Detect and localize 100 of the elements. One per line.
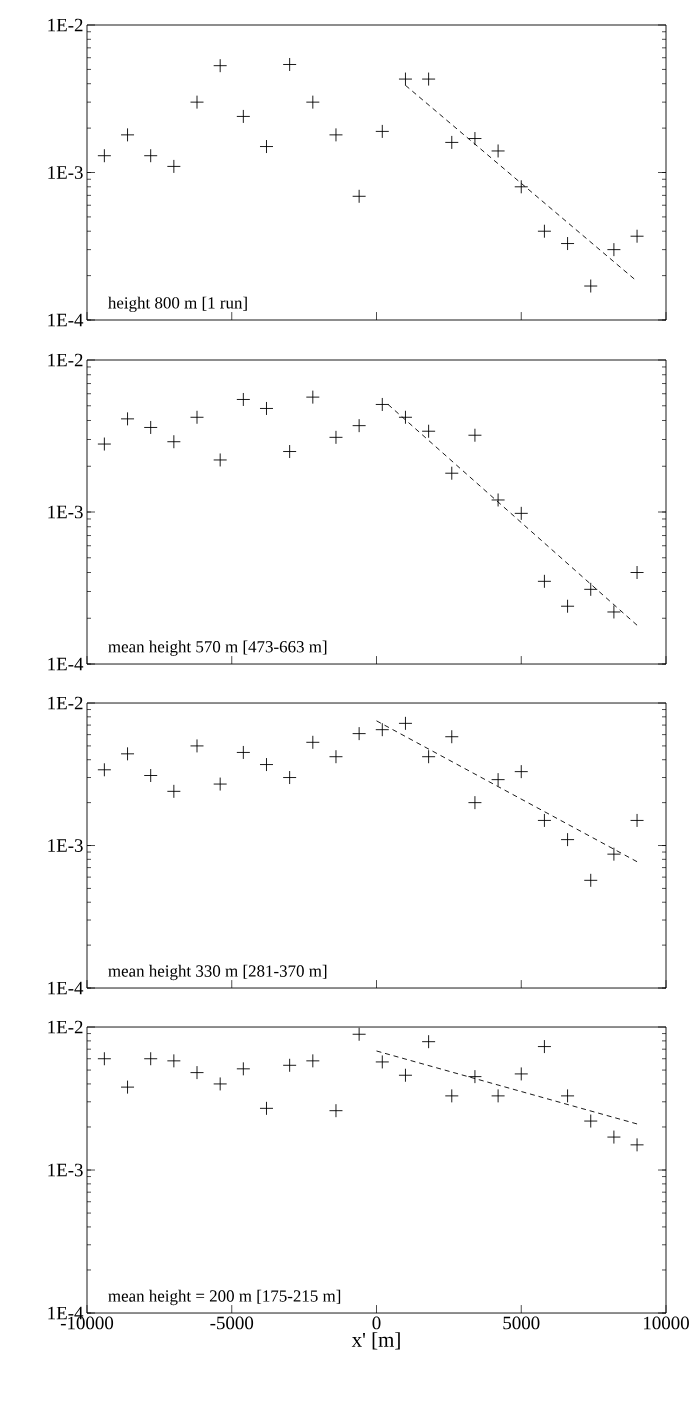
point xyxy=(444,135,459,150)
y-tick-label: 1E-3 xyxy=(48,839,83,852)
y-tick-label: 1E-4 xyxy=(48,313,84,327)
y-tick-label: 1E-4 xyxy=(48,657,84,671)
point xyxy=(537,1039,552,1054)
point xyxy=(606,605,621,619)
y-tick-label: 1E-2 xyxy=(48,696,83,710)
point xyxy=(305,735,320,750)
point xyxy=(421,72,436,87)
point xyxy=(537,813,552,828)
point xyxy=(190,95,204,110)
point xyxy=(329,1103,343,1118)
point xyxy=(583,582,598,597)
point xyxy=(583,279,598,293)
point xyxy=(398,1068,413,1083)
point xyxy=(143,768,158,783)
point xyxy=(352,726,367,741)
point xyxy=(213,1076,228,1091)
point xyxy=(97,1051,112,1066)
point xyxy=(190,1065,204,1080)
point xyxy=(467,1069,482,1084)
point xyxy=(166,159,181,174)
point xyxy=(560,599,575,614)
point xyxy=(352,1027,367,1042)
point xyxy=(166,434,181,449)
point xyxy=(444,466,459,481)
x-tick-label: -5000 xyxy=(210,1316,254,1330)
point xyxy=(467,131,482,146)
point xyxy=(329,430,343,445)
y-tick-label: 1E-3 xyxy=(48,1163,83,1177)
annotation: height 800 m [1 run] xyxy=(108,296,247,313)
point xyxy=(514,1066,529,1081)
y-tick-label: 1E-2 xyxy=(48,353,83,367)
y-tick-label: 1E-3 xyxy=(48,166,83,179)
point xyxy=(236,1061,251,1076)
point xyxy=(236,109,251,124)
point xyxy=(398,72,413,87)
point xyxy=(491,1088,506,1103)
point xyxy=(421,1034,436,1049)
point xyxy=(444,1088,459,1103)
point xyxy=(583,873,598,888)
point xyxy=(166,1053,181,1068)
point xyxy=(491,772,506,787)
point xyxy=(514,764,529,779)
point xyxy=(421,749,436,764)
point xyxy=(606,242,621,257)
point xyxy=(120,1080,135,1095)
point xyxy=(97,148,112,163)
point xyxy=(491,493,506,507)
x-tick-label: 0 xyxy=(372,1316,381,1330)
point xyxy=(560,832,575,847)
point xyxy=(375,722,390,737)
point xyxy=(282,770,297,785)
point xyxy=(213,453,228,467)
point xyxy=(120,746,135,761)
point xyxy=(537,574,552,589)
point xyxy=(143,1051,158,1066)
point xyxy=(329,749,343,764)
annotation: mean height = 200 m [175-215 m] xyxy=(108,1289,341,1306)
point xyxy=(143,420,158,435)
point xyxy=(236,392,251,407)
point xyxy=(305,95,320,110)
point xyxy=(630,1137,644,1152)
point xyxy=(560,236,575,251)
point xyxy=(259,139,274,154)
point xyxy=(213,777,228,791)
point xyxy=(305,390,320,405)
point xyxy=(120,411,135,426)
y-tick-label: 1E-2 xyxy=(48,1020,83,1034)
point xyxy=(375,397,390,412)
point xyxy=(166,784,181,799)
point xyxy=(630,229,644,244)
point xyxy=(259,1101,274,1116)
point xyxy=(282,444,297,459)
point xyxy=(630,565,644,580)
point xyxy=(120,127,135,142)
point xyxy=(352,189,367,204)
point xyxy=(606,847,621,862)
point xyxy=(305,1053,320,1068)
point xyxy=(560,1088,575,1103)
point xyxy=(213,58,228,73)
point xyxy=(467,795,482,810)
annotation: mean height 330 m [281-370 m] xyxy=(108,964,327,981)
x-tick-label: 10000 xyxy=(644,1316,689,1330)
point xyxy=(398,716,413,731)
point xyxy=(190,410,204,425)
point xyxy=(97,437,112,451)
point xyxy=(143,148,158,163)
point xyxy=(630,813,644,828)
y-tick-label: 1E-3 xyxy=(48,505,83,519)
point xyxy=(329,127,343,142)
point xyxy=(514,179,529,194)
point xyxy=(583,1114,598,1129)
point xyxy=(375,1054,390,1069)
point xyxy=(259,401,274,416)
point xyxy=(444,729,459,744)
point xyxy=(606,1130,621,1145)
point xyxy=(491,144,506,158)
point xyxy=(514,506,529,521)
x-axis-title: x' [m] xyxy=(351,1332,400,1350)
